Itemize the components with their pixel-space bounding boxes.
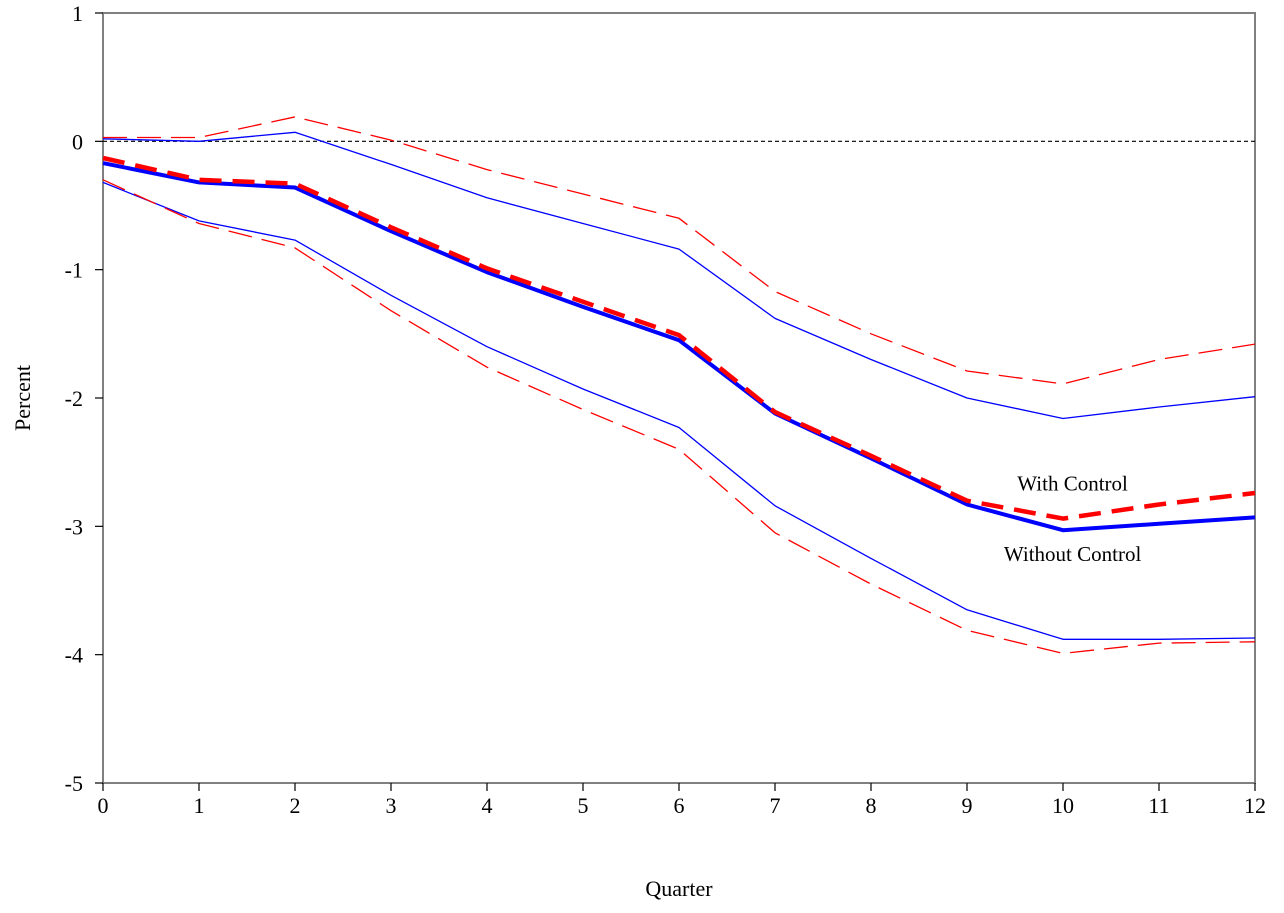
y-tick-label: -2: [65, 386, 83, 411]
y-tick-label: 1: [72, 1, 83, 26]
x-tick-label: 5: [578, 793, 589, 818]
x-tick-label: 9: [962, 793, 973, 818]
x-tick-label: 1: [194, 793, 205, 818]
x-tick-label: 12: [1244, 793, 1266, 818]
x-tick-label: 0: [98, 793, 109, 818]
x-tick-label: 11: [1148, 793, 1169, 818]
y-tick-label: -3: [65, 514, 83, 539]
x-axis-title: Quarter: [645, 876, 713, 901]
series-label-with-control: With Control: [1017, 471, 1128, 495]
y-axis-title: Percent: [10, 365, 35, 431]
without-control-point-estimate-line: [102, 161, 1256, 533]
x-tick-label: 7: [770, 793, 781, 818]
x-tick-label: 4: [482, 793, 493, 818]
series-label-without-control: Without Control: [1004, 542, 1142, 566]
x-tick-label: 6: [674, 793, 685, 818]
plot-area: [102, 12, 1256, 784]
with-control-band-upper-line: [103, 116, 1256, 385]
series-layer: [102, 116, 1256, 655]
y-tick-label: -5: [65, 771, 83, 796]
annotation-layer: With Control Without Control: [1004, 471, 1142, 566]
without-control-band-lower-line: [102, 181, 1256, 640]
y-tick-label: -4: [65, 643, 83, 668]
x-tick-label: 8: [866, 793, 877, 818]
y-tick-label: -1: [65, 258, 83, 283]
with-control-point-estimate-line: [102, 155, 1256, 521]
x-tick-label: 3: [386, 793, 397, 818]
x-tick-label: 2: [290, 793, 301, 818]
y-tick-label: 0: [72, 129, 83, 154]
x-tick-label: 10: [1052, 793, 1074, 818]
without-control-band-upper-line: [102, 131, 1256, 420]
with-control-band-lower-line: [102, 179, 1256, 655]
